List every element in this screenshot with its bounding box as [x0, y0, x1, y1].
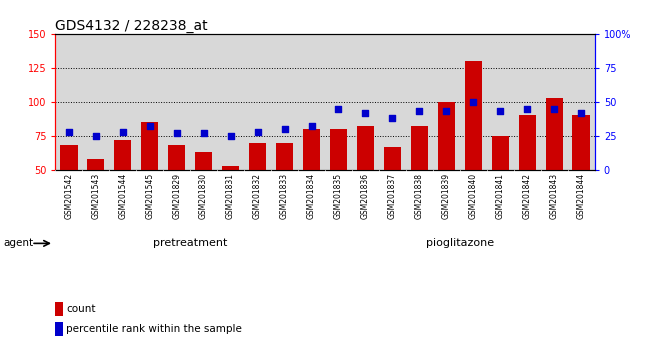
Bar	[60, 145, 77, 170]
Bar	[465, 61, 482, 170]
Point	[333, 106, 344, 112]
Text: GSM201831: GSM201831	[226, 173, 235, 219]
Bar	[411, 126, 428, 170]
Bar	[330, 129, 347, 170]
Point	[252, 129, 263, 135]
Point	[90, 133, 101, 139]
Text: GSM201842: GSM201842	[523, 173, 532, 219]
Bar	[384, 147, 401, 170]
Point	[495, 108, 506, 114]
Text: GSM201544: GSM201544	[118, 173, 127, 219]
Point	[441, 108, 452, 114]
Point	[144, 124, 155, 129]
Bar	[195, 152, 213, 170]
Point	[118, 129, 128, 135]
Bar	[141, 122, 159, 170]
Point	[468, 99, 478, 105]
Bar	[87, 159, 105, 170]
Bar	[55, 321, 63, 336]
Text: GSM201838: GSM201838	[415, 173, 424, 219]
Point	[414, 108, 424, 114]
Text: GSM201839: GSM201839	[442, 173, 451, 219]
Point	[549, 106, 560, 112]
Bar	[55, 302, 63, 316]
Point	[64, 129, 74, 135]
Bar	[573, 115, 590, 170]
Point	[360, 110, 370, 115]
Point	[226, 133, 236, 139]
Bar	[114, 140, 131, 170]
Text: GSM201834: GSM201834	[307, 173, 316, 219]
Text: GSM201832: GSM201832	[253, 173, 262, 219]
Point	[306, 124, 317, 129]
Point	[522, 106, 532, 112]
Point	[387, 115, 398, 121]
Text: pioglitazone: pioglitazone	[426, 238, 494, 249]
Bar	[249, 143, 266, 170]
Bar	[357, 126, 374, 170]
Bar	[168, 145, 185, 170]
Text: GSM201840: GSM201840	[469, 173, 478, 219]
Text: GSM201844: GSM201844	[577, 173, 586, 219]
Text: GSM201829: GSM201829	[172, 173, 181, 219]
Text: GSM201843: GSM201843	[550, 173, 559, 219]
Text: percentile rank within the sample: percentile rank within the sample	[66, 324, 242, 334]
Text: GSM201841: GSM201841	[496, 173, 505, 219]
Text: GSM201543: GSM201543	[91, 173, 100, 219]
Point	[280, 126, 290, 132]
Text: GSM201545: GSM201545	[145, 173, 154, 219]
Bar	[545, 98, 563, 170]
Bar	[519, 115, 536, 170]
Text: GDS4132 / 228238_at: GDS4132 / 228238_at	[55, 19, 208, 33]
Text: agent: agent	[3, 238, 33, 249]
Text: GSM201835: GSM201835	[334, 173, 343, 219]
Bar	[437, 102, 455, 170]
Text: pretreatment: pretreatment	[153, 238, 227, 249]
Bar	[222, 166, 239, 170]
Bar	[276, 143, 293, 170]
Text: GSM201836: GSM201836	[361, 173, 370, 219]
Point	[172, 130, 182, 136]
Text: GSM201837: GSM201837	[388, 173, 397, 219]
Bar	[303, 129, 320, 170]
Text: GSM201542: GSM201542	[64, 173, 73, 219]
Text: GSM201833: GSM201833	[280, 173, 289, 219]
Text: GSM201830: GSM201830	[199, 173, 208, 219]
Point	[576, 110, 586, 115]
Text: count: count	[66, 304, 96, 314]
Point	[198, 130, 209, 136]
Bar	[491, 136, 509, 170]
